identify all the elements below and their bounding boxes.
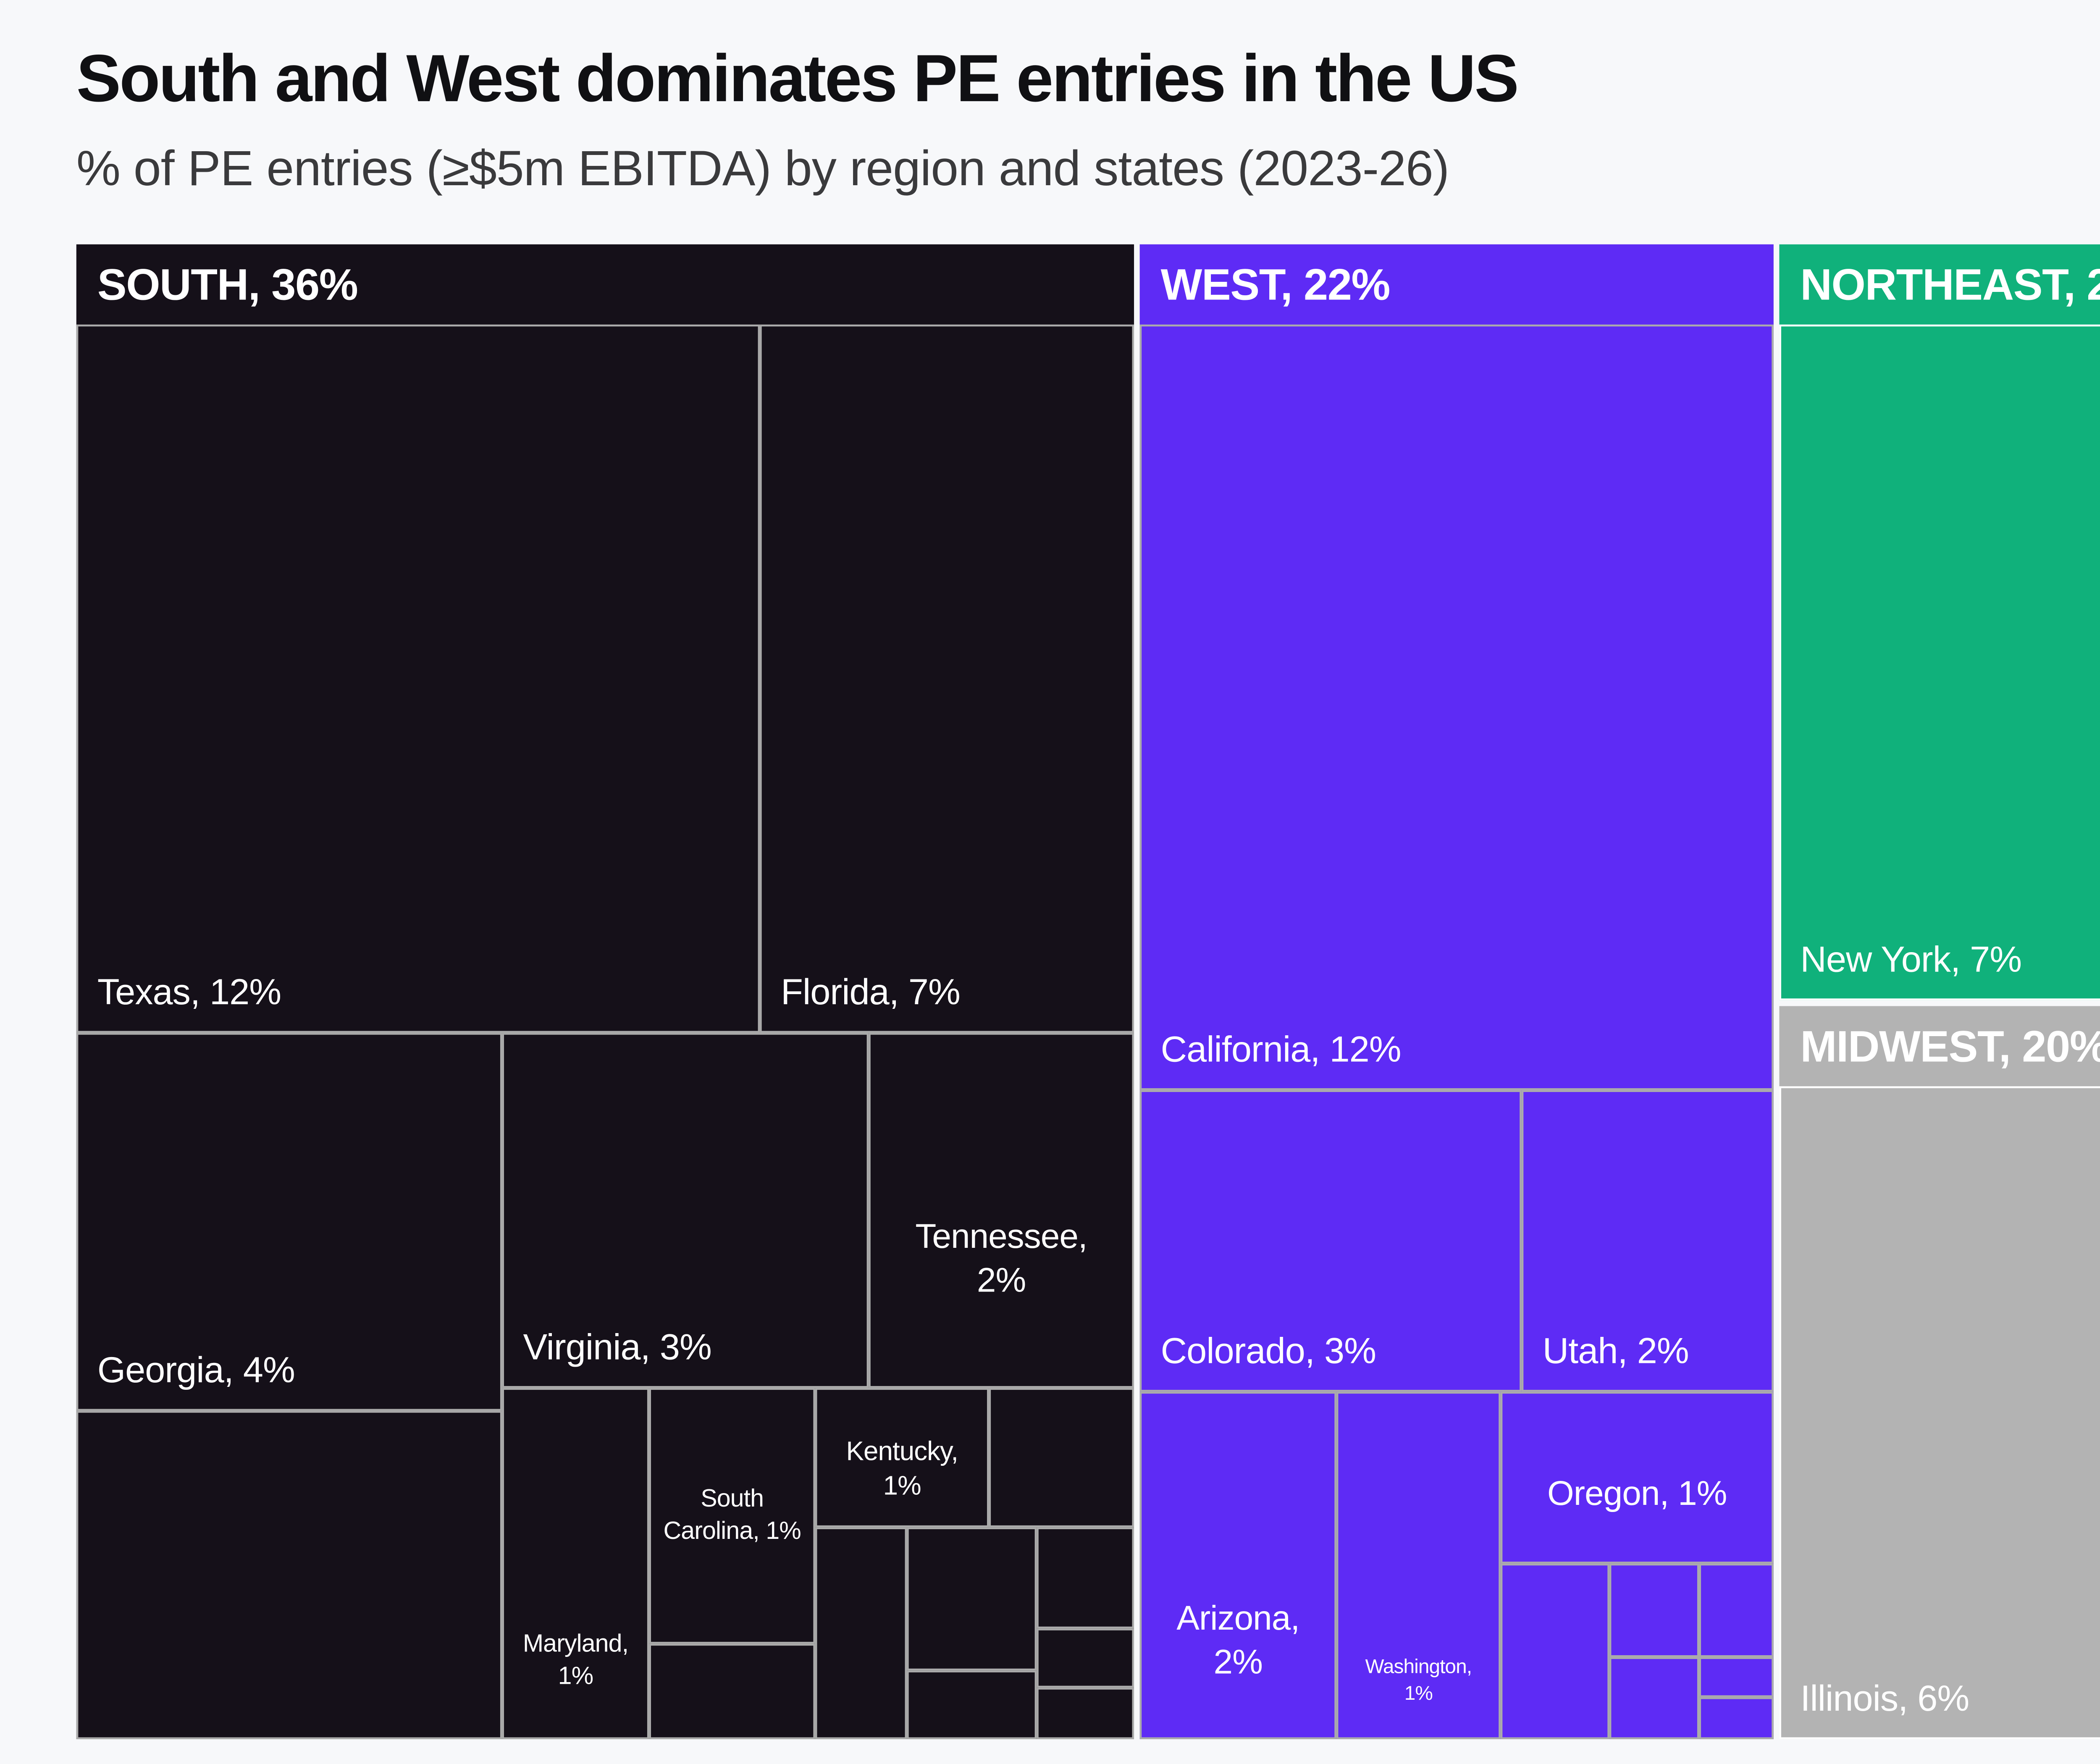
cell-label: Illinois, 6% (1800, 1680, 1969, 1720)
cell-label: New York, 7% (1800, 941, 2022, 982)
region-northeast[interactable]: NORTHEAST, 21%New York, 7%Massachusetts,… (1779, 244, 2100, 1000)
cell-south-carolina[interactable]: South Carolina, 1% (649, 1388, 815, 1644)
cell-label: Utah, 2% (1542, 1332, 1689, 1373)
cell-georgia[interactable]: Georgia, 4% (76, 1033, 502, 1411)
cell-arizona[interactable]: Arizona, 2% (1139, 1391, 1336, 1739)
cell-label: Washington, 1% (1365, 1656, 1472, 1705)
cell-illinois[interactable]: Illinois, 6% (1779, 1086, 2100, 1739)
region-west[interactable]: WEST, 22% California, 12% Colorado, 3% Utah… (1139, 244, 1774, 1739)
cell-unlabeled[interactable] (1609, 1657, 1699, 1739)
cell-unlabeled[interactable] (1609, 1563, 1699, 1657)
cell-kentucky[interactable]: Kentucky, 1% (815, 1388, 989, 1528)
cell-label: South Carolina, 1% (663, 1483, 801, 1545)
region-midwest[interactable]: MIDWEST, 20%Illinois, 6%Ohio, 3%Minnesot… (1779, 1006, 2100, 1739)
region-header-south: SOUTH, 36% (76, 244, 1134, 325)
cell-california[interactable]: California, 12% (1139, 324, 1774, 1090)
cell-label: Oregon, 1% (1547, 1474, 1727, 1512)
cell-label: Texas, 12% (97, 974, 281, 1014)
cell-tennessee[interactable]: Tennessee, 2% (869, 1033, 1134, 1388)
region-south[interactable]: SOUTH, 36% Texas, 12% Florida, 7% Georgia, … (76, 244, 1134, 1739)
cell-maryland[interactable]: Maryland, 1% (502, 1388, 649, 1739)
cell-oregon[interactable]: Oregon, 1% (1500, 1391, 1774, 1564)
cell-utah[interactable]: Utah, 2% (1521, 1090, 1774, 1392)
cell-label: Florida, 7% (781, 974, 961, 1014)
page-subtitle: % of PE entries (≥$5m EBITDA) by region … (76, 139, 1449, 197)
treemap: SOUTH, 36% Texas, 12% Florida, 7% Georgia, … (76, 244, 2100, 1739)
cell-unlabeled[interactable] (1037, 1688, 1134, 1739)
region-header-west: WEST, 22% (1139, 244, 1774, 325)
region-header-northeast: NORTHEAST, 21% (1779, 244, 2100, 325)
cell-unlabeled[interactable] (76, 1411, 502, 1739)
cell-unlabeled[interactable] (1699, 1697, 1774, 1739)
cell-virginia[interactable]: Virginia, 3% (502, 1033, 869, 1388)
page-title: South and West dominates PE entries in t… (76, 42, 1519, 117)
cell-new-york[interactable]: New York, 7% (1779, 324, 2100, 1000)
cell-unlabeled[interactable] (1037, 1527, 1134, 1629)
cell-unlabeled[interactable] (907, 1670, 1037, 1739)
cell-unlabeled[interactable] (1500, 1563, 1609, 1739)
cell-unlabeled[interactable] (649, 1643, 815, 1739)
cell-washington[interactable]: Washington, 1% (1336, 1391, 1501, 1739)
cell-unlabeled[interactable] (907, 1527, 1037, 1671)
cell-unlabeled[interactable] (1699, 1563, 1774, 1657)
cell-label: Maryland, 1% (522, 1628, 629, 1690)
cell-colorado[interactable]: Colorado, 3% (1139, 1090, 1522, 1392)
cell-texas[interactable]: Texas, 12% (76, 324, 760, 1033)
cell-unlabeled[interactable] (1037, 1628, 1134, 1688)
cell-label: Arizona, 2% (1176, 1598, 1300, 1681)
cell-label: Colorado, 3% (1160, 1332, 1376, 1373)
cell-florida[interactable]: Florida, 7% (760, 324, 1134, 1033)
cell-unlabeled[interactable] (989, 1388, 1134, 1528)
cell-label: Kentucky, 1% (846, 1436, 958, 1501)
cell-unlabeled[interactable] (815, 1527, 907, 1739)
cell-label: Georgia, 4% (97, 1352, 295, 1392)
cell-label: Virginia, 3% (523, 1328, 711, 1369)
cell-label: Tennessee, 2% (915, 1217, 1087, 1300)
region-header-midwest: MIDWEST, 20% (1779, 1006, 2100, 1087)
cell-label: California, 12% (1160, 1031, 1402, 1071)
cell-unlabeled[interactable] (1699, 1657, 1774, 1697)
